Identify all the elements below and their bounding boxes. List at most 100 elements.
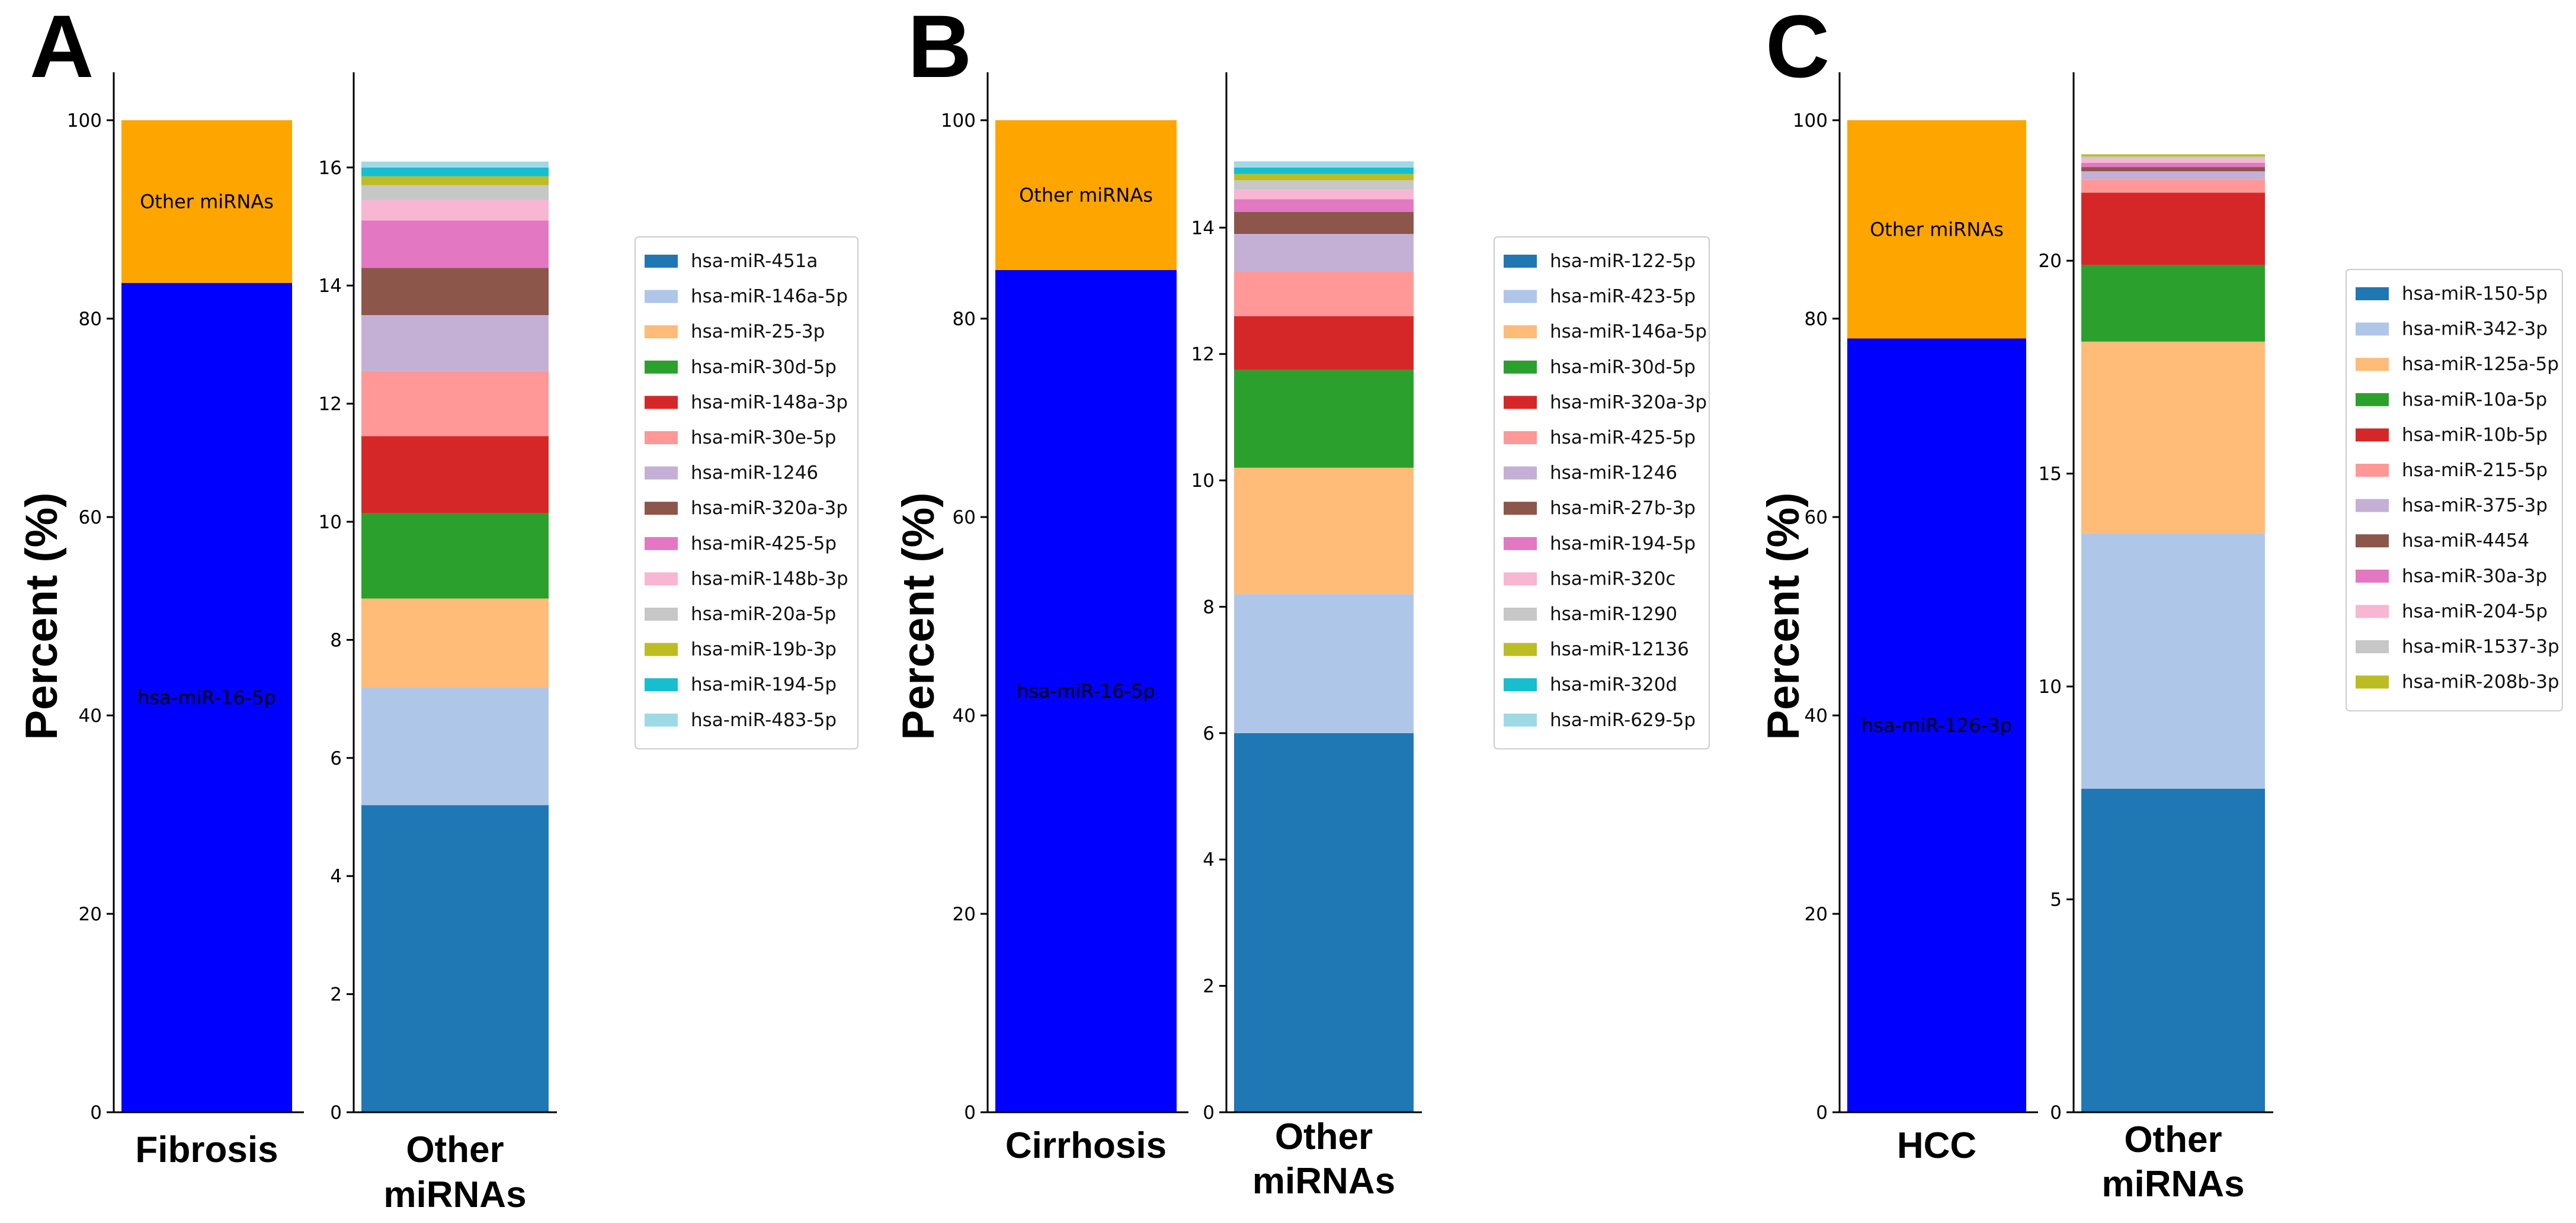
main-tick-label: 60 [1805,507,1828,528]
other-bar-segment-hsa-mir-20a-5p [361,185,549,200]
other-category-word: miRNAs [383,1174,526,1215]
legend-entry: hsa-miR-10a-5p [2402,389,2547,410]
legend-frame [1494,236,1710,750]
other-tick-label: 4 [1203,849,1215,871]
legend-entry: hsa-miR-194-5p [1550,533,1696,554]
legend-swatch [1504,502,1537,515]
main-bar-segment-other-mirnas [995,120,1177,270]
other-bar-segment-hsa-mir-125a-5p [2081,341,2265,534]
other-bar-segment-hsa-mir-4454 [2081,167,2265,172]
legend-swatch [645,572,678,586]
other-category-word: Other [2124,1119,2222,1160]
legend-entry: hsa-miR-150-5p [2402,283,2548,304]
legend-swatch [645,360,678,374]
other-bar-segment-hsa-mir-1246 [361,315,549,371]
main-tick-label: 20 [79,904,102,925]
legend-swatch [1504,325,1537,339]
other-bar-segment-hsa-mir-12136 [1234,174,1414,181]
other-bar-segment-hsa-mir-204-5p [2081,158,2265,163]
legend-entry: hsa-miR-1290 [1550,604,1677,625]
legend: hsa-miR-150-5p hsa-miR-342-3p hsa-miR-125a… [2346,269,2563,712]
legend-swatch [1504,537,1537,550]
other-tick-label: 20 [2039,251,2062,272]
legend-entry: hsa-miR-320a-3p [1550,391,1707,413]
other-bar-segment-hsa-mir-30a-3p [2081,162,2265,168]
legend-entry: hsa-miR-208b-3p [2402,672,2559,693]
other-tick-label: 6 [1203,723,1215,744]
legend-entry: hsa-miR-30a-3p [2402,566,2547,587]
panel-letter: B [908,0,972,96]
legend-swatch [645,325,678,339]
other-bar-segment-hsa-mir-629-5p [1234,161,1414,168]
legend-entry: hsa-miR-425-5p [1550,427,1696,448]
other-tick-label: 6 [330,748,342,769]
main-tick-label: 60 [79,507,102,528]
other-tick-label: 12 [1191,344,1215,365]
main-bar-segment-hsa-mir-16-5p [121,283,292,1113]
legend-swatch [645,678,678,692]
main-tick-label: 0 [1816,1102,1828,1124]
other-tick-label: 14 [1191,217,1215,239]
other-bar-segment-hsa-mir-423-5p [1234,594,1414,733]
other-tick-label: 2 [1203,976,1215,997]
panel-c: C Percent (%) hsa-miR-126-3p Other miRNAs 0 2… [1758,0,2563,1205]
legend-entry: hsa-miR-215-5p [2402,460,2548,481]
other-tick-label: 8 [1203,596,1215,618]
main-segment-label: hsa-miR-16-5p [1017,680,1155,702]
other-tick-label: 8 [330,630,342,651]
legend-swatch [2356,534,2389,548]
legend-entry: hsa-miR-320c [1550,568,1675,589]
other-tick-label: 15 [2039,464,2062,485]
other-tick-label: 10 [2039,676,2062,698]
panel-letter: C [1766,0,1830,96]
legend-entry: hsa-miR-1246 [691,463,818,484]
other-tick-label: 16 [319,158,342,179]
main-tick-label: 40 [953,705,976,727]
legend-swatch [1504,360,1537,374]
other-bar-segment-hsa-mir-25-3p [361,598,549,688]
other-tick-label: 2 [330,984,342,1006]
other-tick-label: 12 [319,394,342,415]
panel-letter: A [30,0,94,96]
legend-frame [635,236,858,750]
other-bar-segment-hsa-mir-1290 [1234,180,1414,190]
other-bar-segment-hsa-mir-375-3p [2081,171,2265,180]
main-tick-label: 0 [90,1102,102,1124]
other-bar-segment-hsa-mir-215-5p [2081,179,2265,193]
legend-swatch [1504,396,1537,409]
main-category-label: HCC [1897,1125,1976,1166]
legend-swatch [645,608,678,621]
legend-entry: hsa-miR-30d-5p [691,357,837,378]
legend-swatch [645,537,678,550]
legend-entry: hsa-miR-483-5p [691,710,837,731]
legend-swatch [2356,393,2389,406]
other-category-label: Other miRNAs [1252,1116,1395,1202]
other-tick-label: 0 [330,1102,342,1124]
main-tick-label: 80 [953,309,976,330]
legend-entry: hsa-miR-375-3p [2402,495,2548,516]
legend-swatch [1504,431,1537,444]
legend-swatch [2356,464,2389,477]
main-tick-label: 20 [1805,904,1828,925]
other-category-label: Other miRNAs [2101,1119,2244,1205]
main-tick-label: 80 [1805,309,1828,330]
other-bar-segment-hsa-mir-30d-5p [1234,370,1414,468]
main-bar-segment-hsa-mir-16-5p [995,269,1177,1112]
other-bar-segment-hsa-mir-146a-5p [361,687,549,805]
legend-entry: hsa-miR-30d-5p [1550,357,1696,378]
legend-swatch [2356,428,2389,442]
main-bar-segment-other-mirnas [121,120,292,283]
other-bar-segment-hsa-mir-194-5p [1234,199,1414,212]
other-bar-segment-hsa-mir-425-5p [361,220,549,268]
legend-swatch [2356,499,2389,512]
other-bar-segment-hsa-mir-483-5p [361,161,549,168]
legend-swatch [1504,466,1537,480]
legend-swatch [1504,290,1537,303]
legend-swatch [1504,572,1537,586]
legend-entry: hsa-miR-30e-5p [691,427,836,448]
main-segment-label: hsa-miR-16-5p [137,686,276,709]
legend: hsa-miR-451a hsa-miR-146a-5p hsa-miR-25-3p… [635,236,858,750]
legend-swatch [645,502,678,515]
main-tick-label: 40 [79,705,102,727]
